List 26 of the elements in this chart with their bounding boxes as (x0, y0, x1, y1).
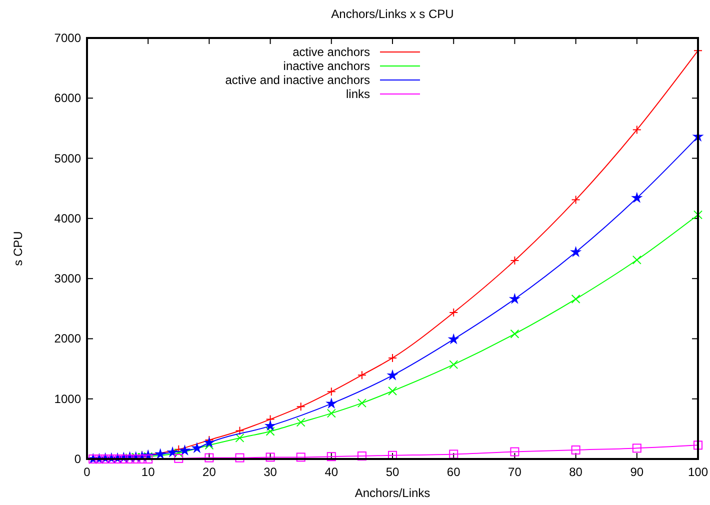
y-tick-label: 0 (74, 452, 82, 466)
y-tick-label: 7000 (54, 31, 82, 45)
x-tick-label: 40 (324, 465, 338, 479)
x-tick-label: 10 (141, 465, 156, 479)
x-tick-label: 60 (446, 465, 461, 479)
y-tick-label: 6000 (54, 91, 82, 106)
x-tick-label: 50 (386, 465, 400, 479)
x-tick-label: 20 (202, 465, 216, 479)
x-axis-title: Anchors/Links (354, 486, 430, 500)
y-tick-label: 1000 (54, 392, 82, 406)
legend-label: inactive anchors (283, 59, 370, 73)
legend-label: active and inactive anchors (225, 73, 370, 87)
legend-label: active anchors (292, 45, 370, 59)
x-tick-label: 70 (508, 465, 522, 479)
y-tick-label: 5000 (54, 151, 82, 166)
x-tick-label: 0 (84, 465, 91, 479)
x-tick-label: 30 (264, 465, 278, 479)
y-axis-title: s CPU (11, 231, 25, 266)
x-tick-label: 80 (569, 465, 583, 479)
chart-title: Anchors/Links x s CPU (331, 7, 454, 21)
y-tick-label: 3000 (54, 272, 82, 286)
x-tick-label: 100 (688, 465, 708, 479)
y-tick-label: 2000 (54, 332, 82, 346)
legend-label: links (346, 87, 370, 101)
x-tick-label: 90 (630, 465, 644, 479)
y-tick-label: 4000 (54, 211, 82, 226)
